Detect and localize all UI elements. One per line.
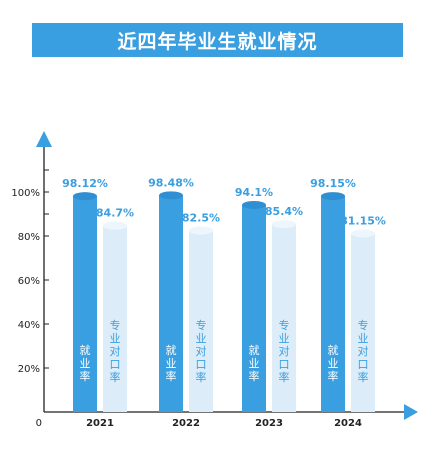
- bar-series-label: 率: [358, 370, 369, 384]
- y-tick-label: 60%: [18, 276, 40, 287]
- bar-series-label: 率: [80, 369, 91, 383]
- bar-series-label: 就: [328, 343, 339, 357]
- bar-series-label: 业: [328, 357, 339, 370]
- x-tick-label: 2023: [255, 418, 283, 429]
- bar-cap: [272, 220, 296, 229]
- bar-cap: [242, 200, 266, 209]
- bar-match-2023: [272, 224, 296, 412]
- y-tick-label: 40%: [18, 320, 40, 331]
- bar-series-label: 业: [166, 357, 177, 370]
- bar-series-label: 率: [196, 370, 207, 384]
- bar-series-label: 对: [196, 344, 207, 358]
- chart-title: 近四年毕业生就业情况: [32, 23, 403, 57]
- bar-series-label: 业: [80, 357, 91, 370]
- bar-match-2024: [351, 233, 375, 412]
- y-axis-arrow: [36, 131, 52, 147]
- bar-series-label: 率: [110, 370, 121, 384]
- bar-employment-2024: [321, 196, 345, 412]
- y-tick-label: 80%: [18, 232, 40, 243]
- data-label: 98.15%: [310, 177, 356, 190]
- bar-series-label: 对: [110, 344, 121, 358]
- bar-series-label: 专: [110, 318, 121, 332]
- bar-series-label: 就: [166, 343, 177, 357]
- bar-series-label: 就: [249, 343, 260, 357]
- bar-employment-2022: [159, 195, 183, 412]
- bar-series-label: 口: [279, 358, 290, 371]
- bar-series-label: 业: [279, 332, 290, 345]
- bar-cap: [73, 192, 97, 201]
- bar-match-2022: [189, 230, 213, 412]
- bar-cap: [189, 226, 213, 235]
- bar-cap: [351, 229, 375, 238]
- bar-series-label: 口: [110, 358, 121, 371]
- data-label: 98.48%: [148, 176, 194, 189]
- bar-series-label: 专: [358, 318, 369, 332]
- bar-series-label: 业: [110, 332, 121, 345]
- bar-employment-2023: [242, 204, 266, 412]
- x-tick-label: 2024: [334, 418, 362, 429]
- data-label: 85.4%: [265, 205, 303, 218]
- bar-series-label: 率: [328, 369, 339, 383]
- y-tick-label: 20%: [18, 364, 40, 375]
- bar-series-label: 专: [279, 318, 290, 332]
- x-tick-label: 2021: [86, 418, 114, 429]
- bar-series-label: 对: [358, 344, 369, 358]
- data-label: 84.7%: [96, 207, 134, 220]
- bar-series-label: 率: [249, 369, 260, 383]
- bar-series-label: 率: [279, 370, 290, 384]
- data-label: 98.12%: [62, 177, 108, 190]
- bar-cap: [321, 192, 345, 201]
- bar-series-label: 率: [166, 369, 177, 383]
- bar-employment-2021: [73, 196, 97, 412]
- bar-series-label: 业: [358, 332, 369, 345]
- x-tick-label: 2022: [172, 418, 200, 429]
- bar-cap: [103, 221, 127, 230]
- y-tick-label: 100%: [11, 188, 40, 199]
- origin-label: 0: [36, 418, 42, 429]
- data-label: 81.15%: [340, 214, 386, 227]
- data-label: 82.5%: [182, 212, 220, 225]
- bar-match-2021: [103, 225, 127, 412]
- x-axis-arrow: [404, 404, 418, 420]
- bar-series-label: 就: [80, 343, 91, 357]
- bar-series-label: 口: [196, 358, 207, 371]
- bar-series-label: 专: [196, 318, 207, 332]
- bar-series-label: 对: [279, 344, 290, 358]
- bar-series-label: 口: [358, 358, 369, 371]
- data-label: 94.1%: [235, 186, 273, 199]
- bar-series-label: 业: [196, 332, 207, 345]
- bar-series-label: 业: [249, 357, 260, 370]
- bar-cap: [159, 191, 183, 200]
